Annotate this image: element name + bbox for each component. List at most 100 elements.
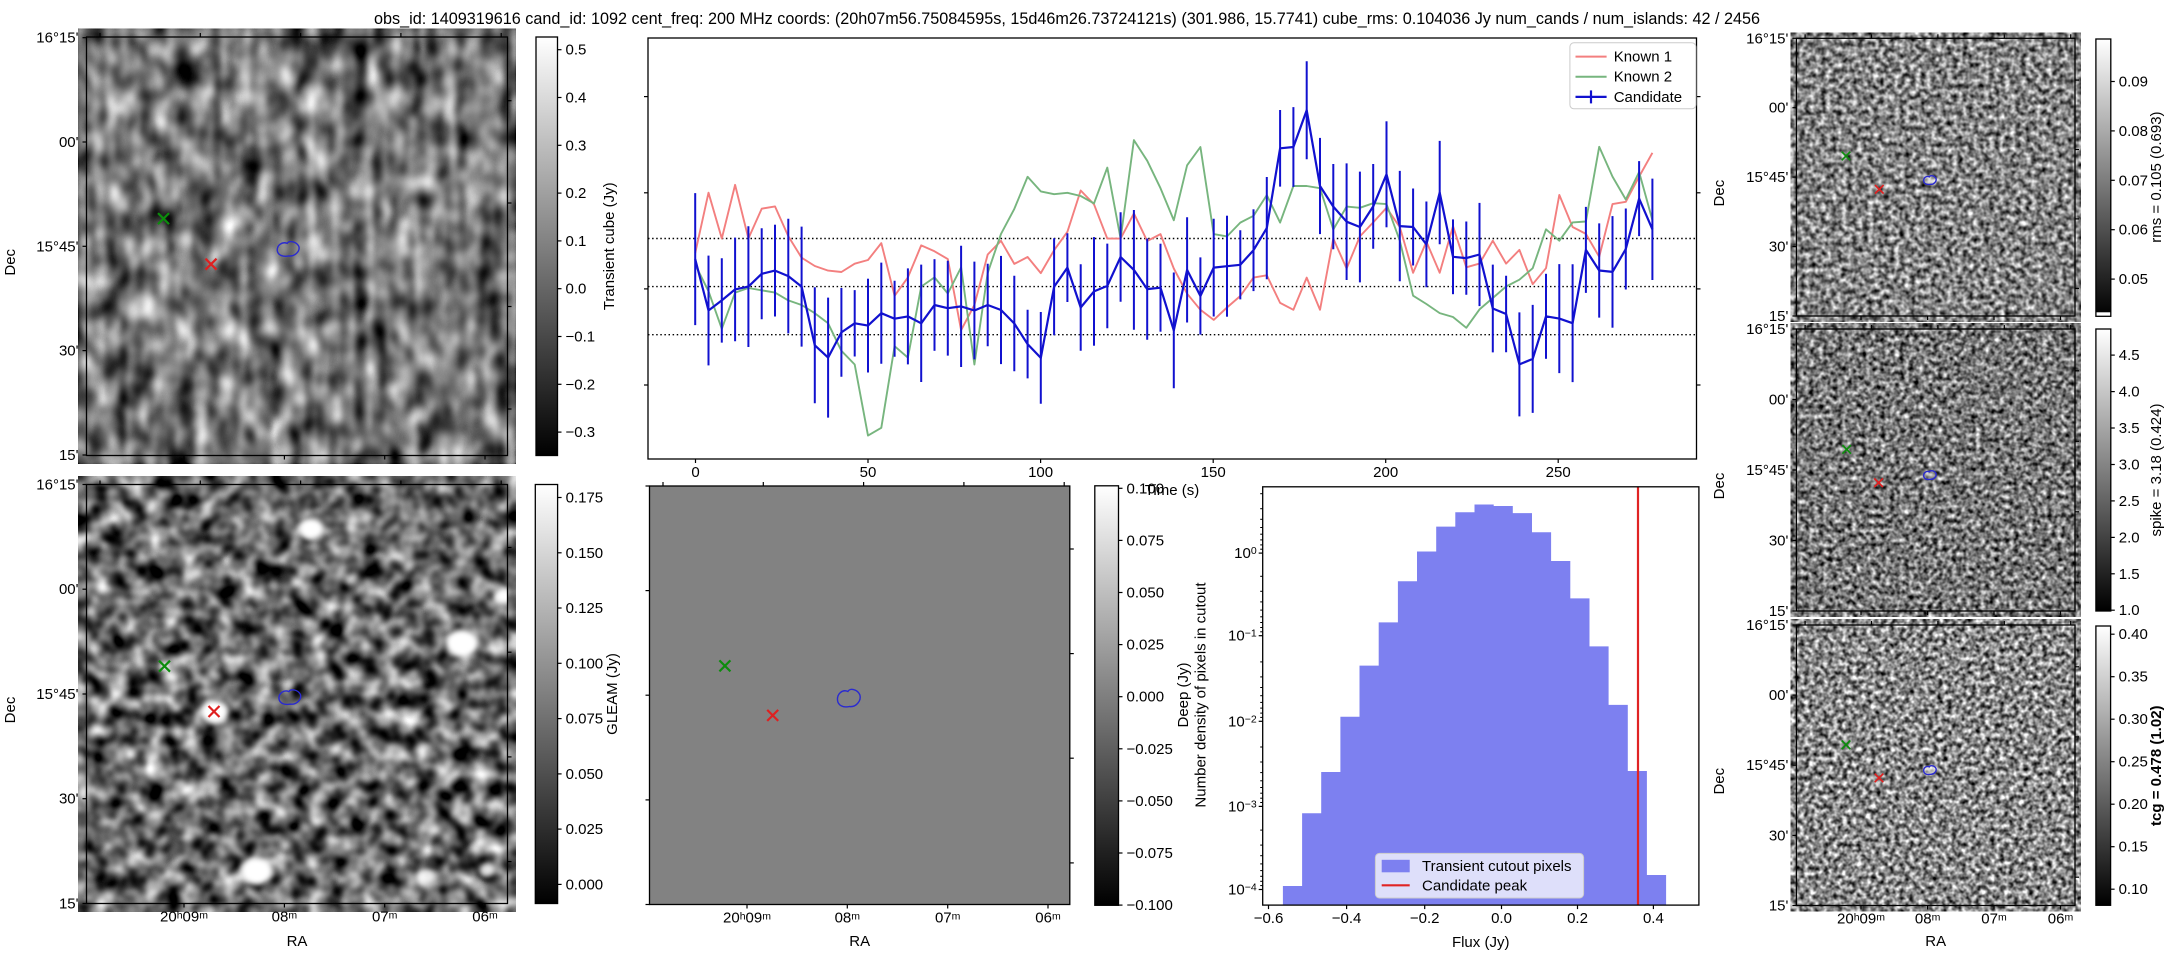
svg-text:3.0: 3.0 (2119, 457, 2140, 474)
svg-text:Transient cube (Jy): Transient cube (Jy) (601, 182, 618, 310)
svg-text:Known 2: Known 2 (1614, 69, 1672, 86)
svg-text:Number density of pixels in cu: Number density of pixels in cutout (1193, 582, 1210, 808)
svg-text:2.0: 2.0 (2119, 529, 2140, 546)
svg-text:0.15: 0.15 (2119, 839, 2148, 856)
svg-text:20h09m: 20h09m (723, 910, 771, 927)
svg-text:−0.2: −0.2 (1410, 910, 1440, 927)
svg-text:30': 30' (1769, 533, 1789, 550)
svg-text:00': 00' (1769, 100, 1789, 117)
svg-text:07m: 07m (1981, 911, 2007, 928)
svg-text:0.10: 0.10 (2119, 881, 2148, 898)
svg-text:Transient cutout pixels: Transient cutout pixels (1422, 858, 1572, 875)
svg-text:10−1: 10−1 (1228, 628, 1257, 645)
svg-text:−0.050: −0.050 (1127, 793, 1173, 810)
svg-text:Candidate peak: Candidate peak (1422, 877, 1528, 894)
svg-text:15°45': 15°45' (36, 686, 78, 703)
svg-text:30': 30' (1769, 827, 1789, 844)
svg-text:spike = 3.18 (0.424): spike = 3.18 (0.424) (2148, 403, 2165, 536)
svg-text:07m: 07m (935, 910, 961, 927)
svg-text:100: 100 (1234, 545, 1257, 562)
svg-text:0.000: 0.000 (566, 876, 604, 893)
svg-text:20h09m: 20h09m (1837, 911, 1885, 928)
svg-text:06m: 06m (472, 909, 498, 926)
svg-text:0.07: 0.07 (2119, 172, 2148, 189)
svg-text:100: 100 (1028, 464, 1053, 481)
svg-text:15°45': 15°45' (1746, 462, 1788, 479)
svg-text:Deep (Jy): Deep (Jy) (1175, 662, 1192, 727)
svg-text:16°15': 16°15' (36, 30, 78, 47)
svg-text:0.2: 0.2 (566, 185, 587, 202)
svg-text:−0.3: −0.3 (566, 424, 596, 441)
svg-text:10−4: 10−4 (1228, 882, 1257, 899)
svg-text:00': 00' (1769, 392, 1789, 409)
svg-text:08m: 08m (1915, 911, 1941, 928)
svg-text:07m: 07m (372, 909, 398, 926)
svg-text:0.075: 0.075 (1127, 532, 1165, 549)
svg-text:15°45': 15°45' (36, 238, 78, 255)
svg-text:10−3: 10−3 (1228, 798, 1257, 815)
svg-text:Dec: Dec (1711, 179, 1728, 206)
svg-text:0.20: 0.20 (2119, 796, 2148, 813)
svg-text:00': 00' (59, 581, 79, 598)
svg-text:0.025: 0.025 (1127, 637, 1165, 654)
svg-text:−0.025: −0.025 (1127, 741, 1173, 758)
svg-text:15°45': 15°45' (1746, 169, 1788, 186)
svg-text:06m: 06m (2048, 911, 2074, 928)
svg-text:0.40: 0.40 (2119, 626, 2148, 643)
svg-text:0: 0 (691, 464, 699, 481)
svg-text:30': 30' (1769, 239, 1789, 256)
svg-text:RA: RA (1925, 933, 1946, 950)
svg-text:0.150: 0.150 (566, 545, 604, 562)
svg-text:06m: 06m (1035, 910, 1061, 927)
svg-text:15': 15' (1769, 898, 1789, 915)
svg-text:Dec: Dec (2, 696, 19, 723)
svg-text:15': 15' (1769, 603, 1789, 620)
svg-text:0.25: 0.25 (2119, 754, 2148, 771)
svg-text:0.175: 0.175 (566, 490, 604, 507)
svg-text:tcg = 0.478 (1.02): tcg = 0.478 (1.02) (2148, 705, 2165, 825)
svg-text:250: 250 (1546, 464, 1571, 481)
svg-text:0.1: 0.1 (566, 233, 587, 250)
svg-text:0.4: 0.4 (566, 90, 587, 107)
svg-text:0.4: 0.4 (1643, 910, 1664, 927)
svg-text:15': 15' (59, 896, 79, 913)
svg-text:Dec: Dec (1711, 472, 1728, 499)
svg-text:50: 50 (860, 464, 877, 481)
svg-text:0.100: 0.100 (1127, 480, 1165, 497)
svg-text:16°15': 16°15' (36, 477, 78, 494)
svg-text:15': 15' (59, 447, 79, 464)
svg-text:Time (s): Time (s) (1145, 482, 1199, 499)
svg-text:10−2: 10−2 (1228, 713, 1257, 730)
svg-text:16°15': 16°15' (1746, 30, 1788, 47)
svg-text:16°15': 16°15' (1746, 321, 1788, 338)
svg-text:−0.6: −0.6 (1254, 910, 1284, 927)
svg-text:4.0: 4.0 (2119, 384, 2140, 401)
svg-text:0.06: 0.06 (2119, 222, 2148, 239)
svg-text:15': 15' (1769, 308, 1789, 325)
svg-text:30': 30' (59, 791, 79, 808)
svg-text:1.0: 1.0 (2119, 602, 2140, 619)
svg-text:0.0: 0.0 (566, 281, 587, 298)
svg-text:−0.1: −0.1 (566, 329, 596, 346)
svg-text:150: 150 (1201, 464, 1226, 481)
svg-text:0.2: 0.2 (1567, 910, 1588, 927)
svg-text:0.075: 0.075 (566, 711, 604, 728)
svg-text:08m: 08m (835, 910, 861, 927)
svg-text:0.08: 0.08 (2119, 123, 2148, 140)
svg-text:RA: RA (287, 933, 308, 950)
svg-text:0.050: 0.050 (566, 766, 604, 783)
svg-text:0.0: 0.0 (1491, 910, 1512, 927)
svg-text:Candidate: Candidate (1614, 89, 1682, 106)
svg-text:RA: RA (849, 933, 870, 950)
svg-text:16°15': 16°15' (1746, 617, 1788, 634)
svg-text:00': 00' (1769, 687, 1789, 704)
svg-text:0.5: 0.5 (566, 42, 587, 59)
svg-text:0.100: 0.100 (566, 655, 604, 672)
svg-text:00': 00' (59, 134, 79, 151)
svg-text:3.5: 3.5 (2119, 420, 2140, 437)
svg-text:4.5: 4.5 (2119, 347, 2140, 364)
svg-text:0.000: 0.000 (1127, 689, 1165, 706)
svg-text:0.050: 0.050 (1127, 585, 1165, 602)
svg-text:15°45': 15°45' (1746, 757, 1788, 774)
svg-text:0.025: 0.025 (566, 821, 604, 838)
